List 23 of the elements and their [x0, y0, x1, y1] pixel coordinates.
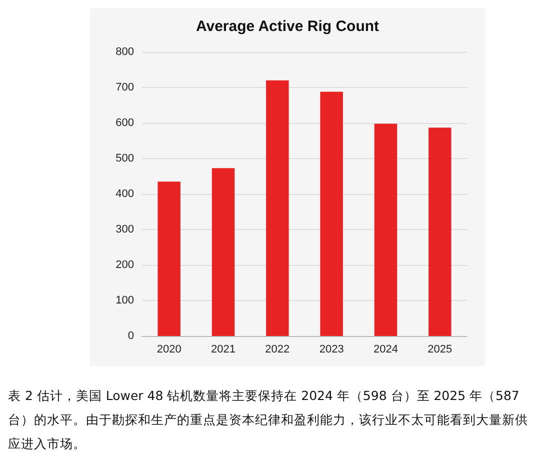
- y-tick-label: 100: [116, 294, 134, 306]
- x-tick-label: 2022: [265, 344, 290, 356]
- x-tick-label: 2024: [374, 344, 398, 356]
- chart-title: Average Active Rig Count: [196, 18, 380, 35]
- y-tick-label: 700: [116, 82, 134, 94]
- bar: [212, 168, 235, 336]
- x-tick-label: 2025: [428, 344, 452, 356]
- y-tick-label: 800: [116, 46, 134, 58]
- bar: [266, 80, 289, 336]
- bar: [158, 182, 180, 336]
- bar: [320, 92, 343, 336]
- y-tick-label: 400: [116, 188, 134, 200]
- text: 表 2 估计，美国 Lower 48 钻机数量将主要保持在 2024 年（598 台）至 2025 年（587 台）的水平。由于勘探和生产的重点是资本纪律和盈利能力，该行业不太可能看到大量新供应进入市场。: [8, 387, 529, 453]
- y-tick-label: 300: [116, 224, 134, 236]
- bar: [428, 128, 452, 336]
- y-tick-label: 500: [116, 152, 134, 164]
- x-tick-label: 2023: [319, 344, 344, 356]
- bar: [374, 124, 398, 336]
- y-tick-label: 600: [116, 117, 134, 129]
- x-tick-label: 2021: [211, 344, 236, 356]
- y-tick-label: 0: [128, 330, 134, 342]
- x-tick-label: 2020: [156, 344, 182, 356]
- y-tick-label: 200: [116, 259, 134, 271]
